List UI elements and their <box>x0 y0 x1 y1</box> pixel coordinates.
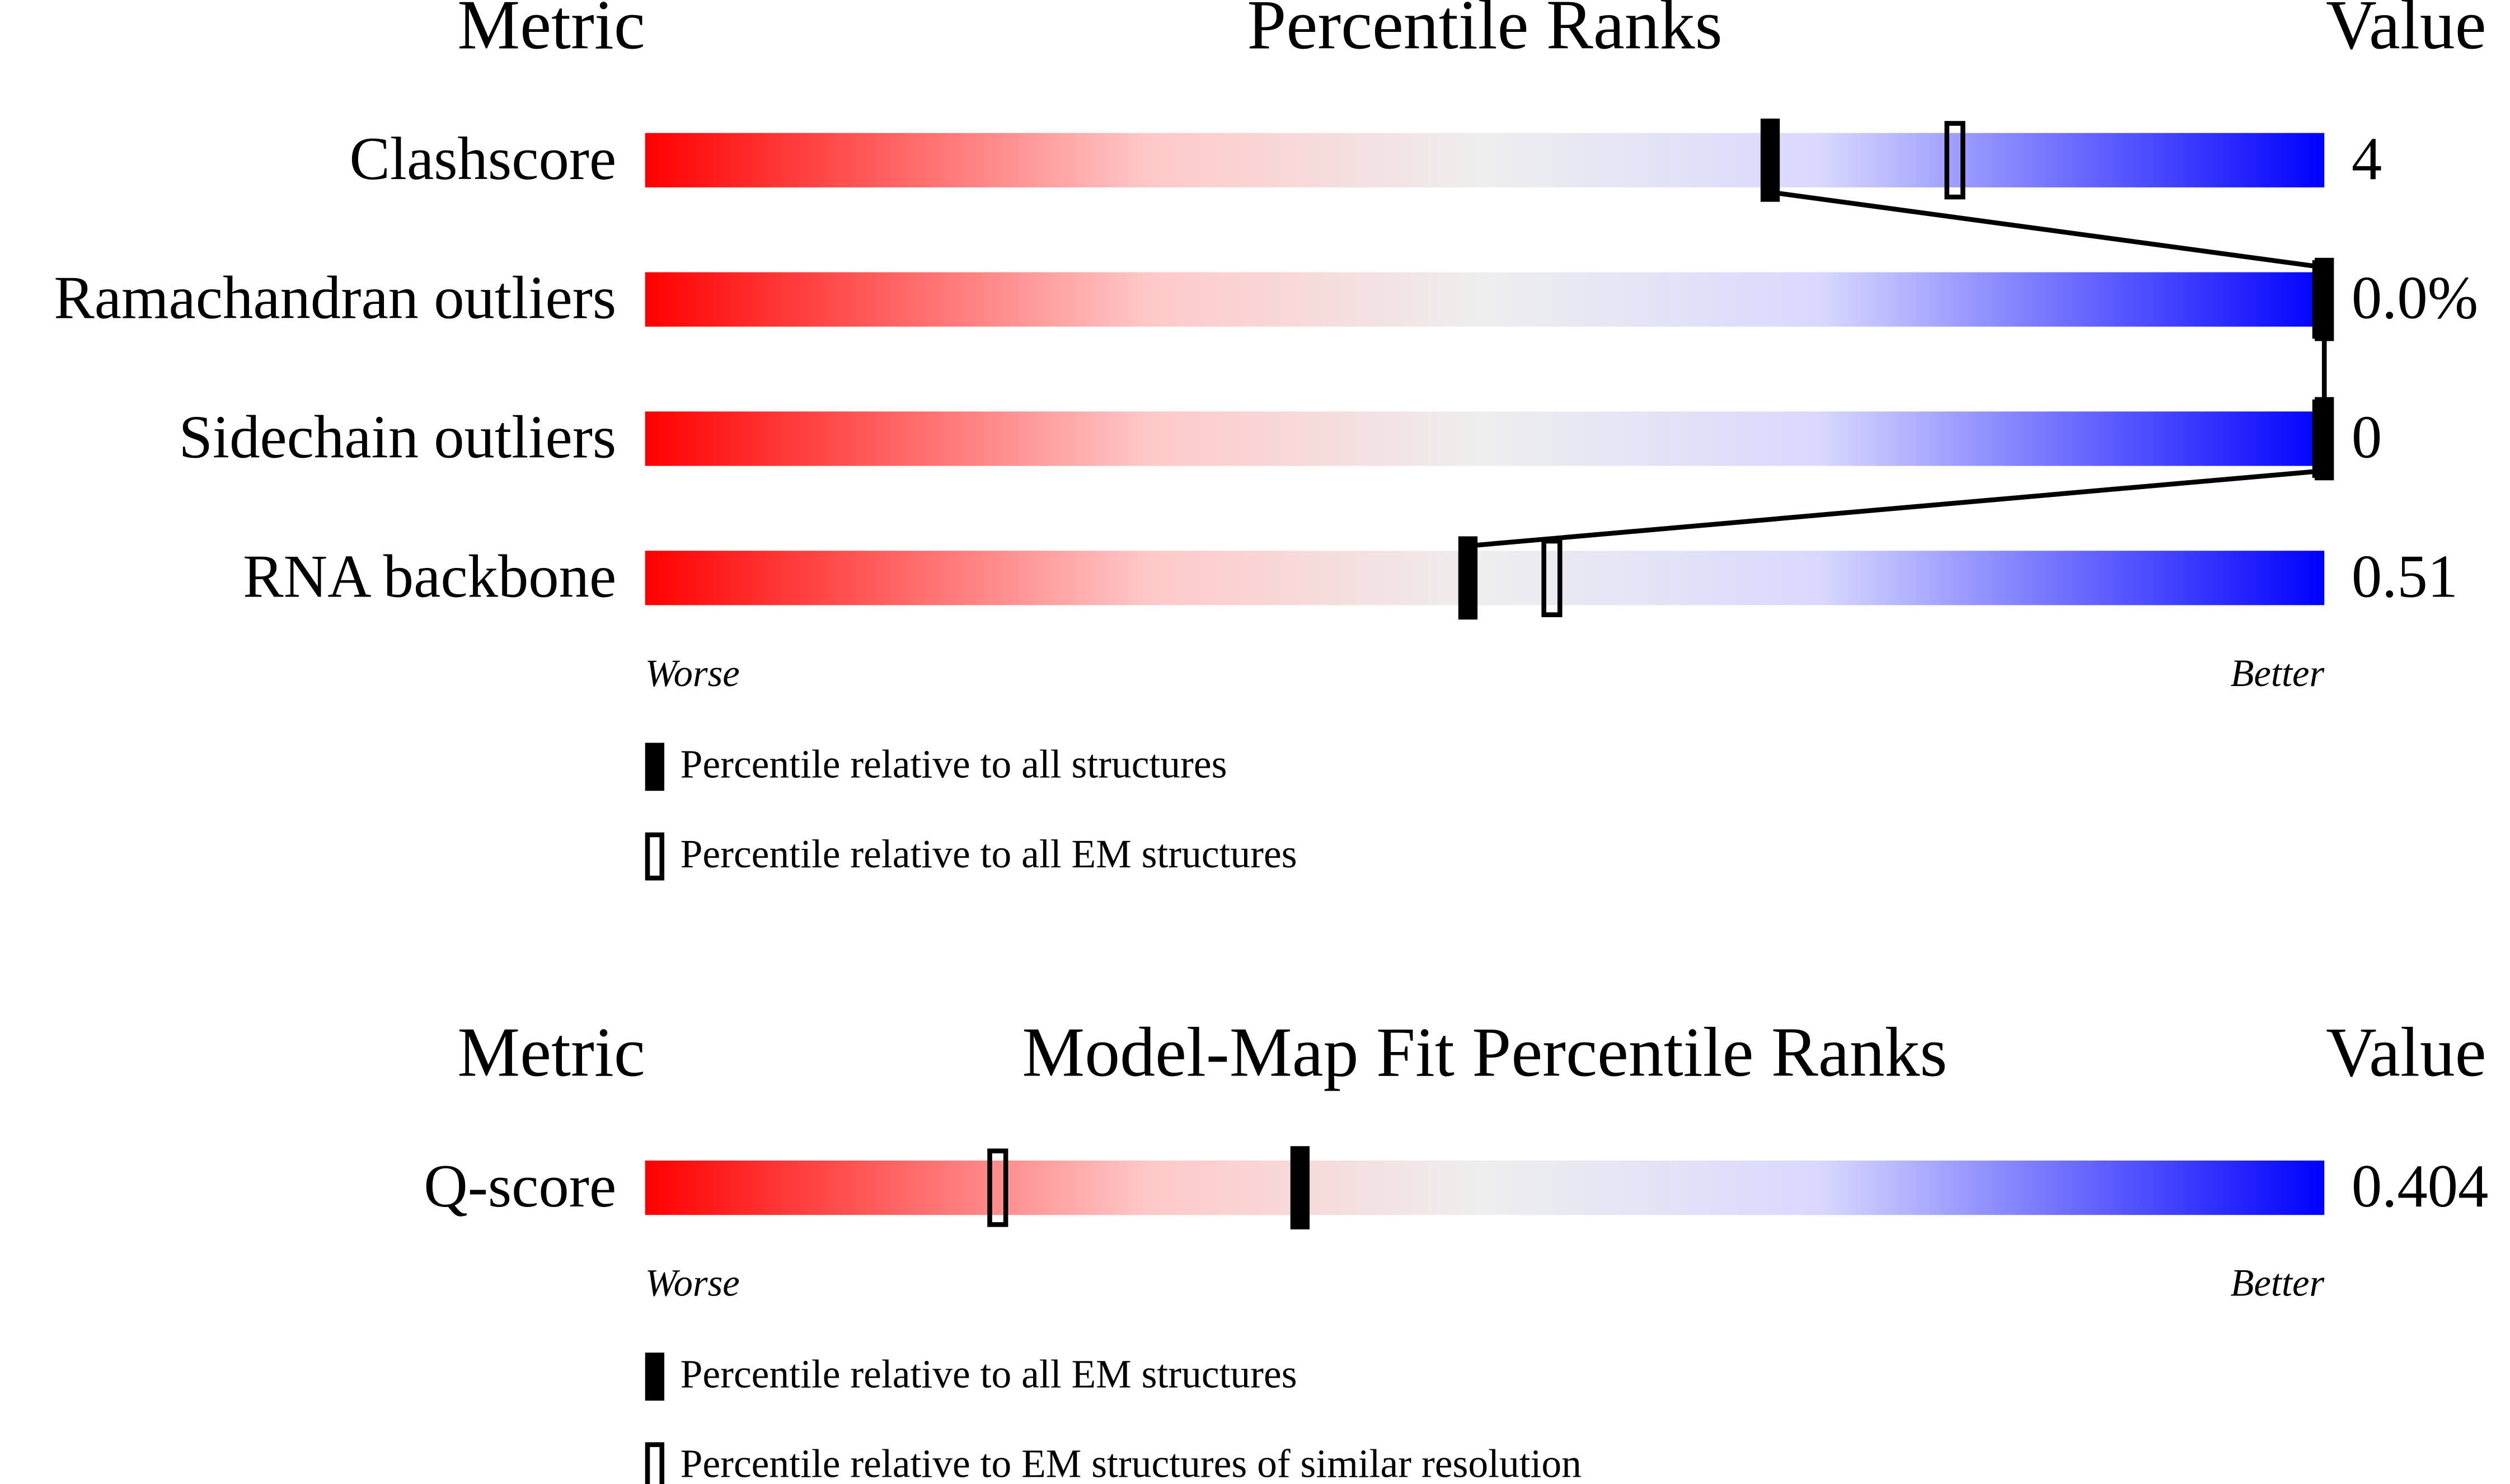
percentile-marker-hollow <box>987 1148 1008 1227</box>
legend-swatch-hollow <box>645 832 665 881</box>
legend-label: Percentile relative to all structures <box>681 743 1227 787</box>
gradient-bar <box>645 272 2325 327</box>
percentile-marker-hollow <box>1944 121 1965 200</box>
percentile-marker <box>2315 397 2334 481</box>
metric-header: Metric <box>457 0 645 64</box>
legend-swatch-hollow <box>645 1442 665 1484</box>
metric-value: 4 <box>2352 125 2382 192</box>
legend-label: Percentile relative to EM structures of … <box>681 1442 1582 1484</box>
legend-label: Percentile relative to all EM structures <box>681 1352 1297 1396</box>
chart-title: Model-Map Fit Percentile Ranks <box>1022 1014 1947 1092</box>
value-header: Value <box>2326 1014 2486 1092</box>
metric-label: Sidechain outliers <box>179 403 616 471</box>
percentile-marker <box>2315 257 2334 341</box>
metric-value: 0 <box>2352 403 2382 471</box>
axis-end-label: Better <box>2231 652 2325 694</box>
metric-label: RNA backbone <box>243 542 616 610</box>
metric-value: 0.0% <box>2352 264 2478 332</box>
legend-label: Percentile relative to all EM structures <box>681 832 1297 876</box>
gradient-bar <box>645 1160 2325 1215</box>
percentile-marker <box>1760 118 1780 202</box>
legend-swatch <box>645 743 665 791</box>
axis-end-label: Better <box>2231 1262 2325 1304</box>
value-header: Value <box>2326 0 2486 64</box>
connector-line <box>1467 468 2325 548</box>
gradient-bar <box>645 411 2325 466</box>
metric-label: Clashscore <box>349 125 616 192</box>
metric-label: Q-score <box>424 1152 616 1220</box>
gradient-bar <box>645 133 2325 187</box>
axis-start-label: Worse <box>645 1262 740 1304</box>
metric-value: 0.51 <box>2352 542 2458 610</box>
gradient-bar <box>645 551 2325 605</box>
chart-title: Percentile Ranks <box>1247 0 1722 64</box>
connector-line <box>1770 190 2325 270</box>
metric-value: 0.404 <box>2352 1152 2489 1220</box>
legend-swatch <box>645 1352 665 1401</box>
percentile-marker <box>1290 1146 1310 1229</box>
axis-start-label: Worse <box>645 652 740 694</box>
percentile-marker-hollow <box>1541 538 1563 617</box>
metric-header: Metric <box>457 1014 645 1092</box>
metric-label: Ramachandran outliers <box>54 264 616 332</box>
percentile-marker <box>1458 536 1478 620</box>
